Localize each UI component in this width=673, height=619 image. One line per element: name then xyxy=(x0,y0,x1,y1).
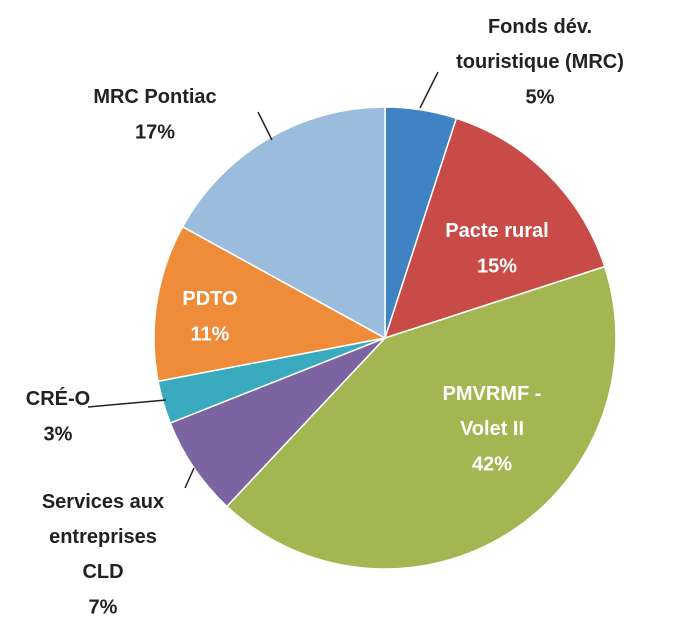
category-label-line: Services aux xyxy=(42,491,164,513)
category-label-line: PMVRMF - xyxy=(443,383,542,405)
value-label: 15% xyxy=(477,255,517,277)
category-label: Pacte rural xyxy=(445,220,548,242)
category-label: PDTO xyxy=(182,288,237,310)
leader-line xyxy=(257,111,273,141)
category-label-line: CRÉ-O xyxy=(26,387,90,410)
value-label: 17% xyxy=(135,121,175,143)
category-label-line: entreprises xyxy=(49,526,157,548)
category-label-line: PDTO xyxy=(182,288,237,310)
leader-line xyxy=(419,71,439,109)
category-label: Fonds dév. touristique (MRC) xyxy=(456,16,624,73)
category-label-line: MRC Pontiac xyxy=(93,86,216,108)
pie-slice xyxy=(169,337,386,508)
category-label-line: CLD xyxy=(82,561,123,583)
category-label: CRÉ-O xyxy=(26,387,90,410)
category-label: MRC Pontiac xyxy=(93,86,216,108)
pie-slice xyxy=(181,106,386,340)
pie-slice xyxy=(383,117,606,340)
category-label-line: Volet II xyxy=(460,418,524,440)
value-label: 5% xyxy=(526,86,555,108)
category-label: PMVRMF - Volet II xyxy=(443,383,542,440)
category-label-line: touristique (MRC) xyxy=(456,51,624,73)
category-label: Services aux entreprises CLD xyxy=(42,491,164,583)
value-label: 3% xyxy=(44,423,73,445)
category-label-line: Fonds dév. xyxy=(488,16,592,38)
value-label: 42% xyxy=(472,453,512,475)
leader-line xyxy=(87,399,167,408)
value-label: 11% xyxy=(191,323,230,345)
pie-slice xyxy=(225,265,617,570)
pie-slice xyxy=(153,225,388,383)
value-label: 7% xyxy=(89,596,118,618)
category-label-line: Pacte rural xyxy=(445,220,548,242)
leader-line xyxy=(184,467,195,489)
